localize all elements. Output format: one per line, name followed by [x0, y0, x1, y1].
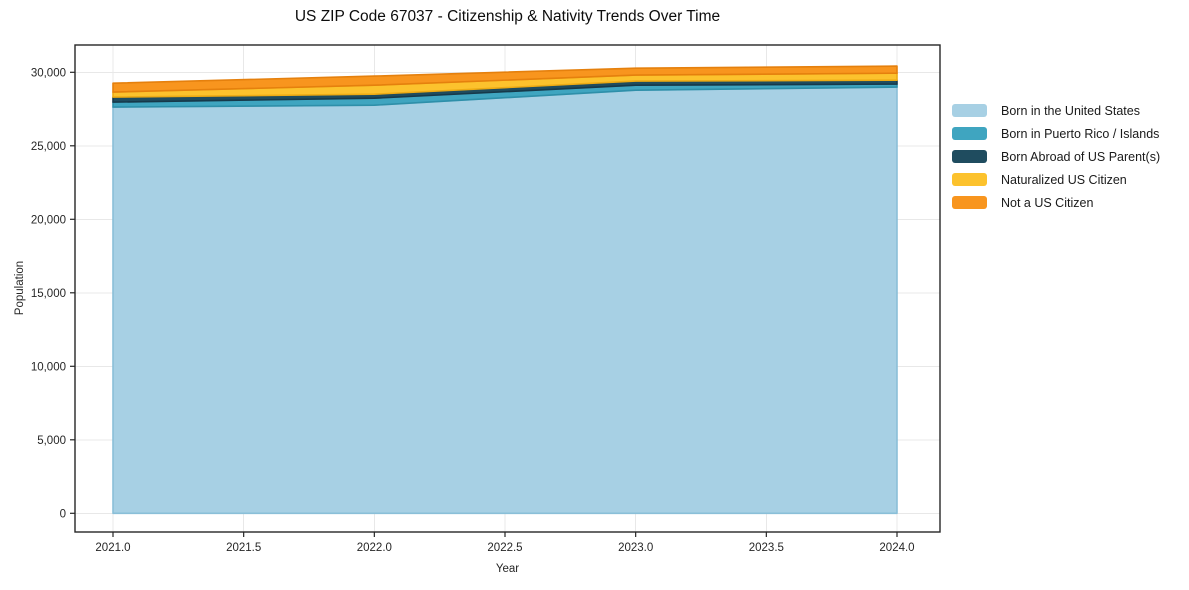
- y-tick-label: 25,000: [31, 141, 66, 153]
- area-band-series-4: [112, 65, 898, 93]
- y-tick-label: 10,000: [31, 361, 66, 373]
- y-tick-label: 20,000: [31, 214, 66, 226]
- y-tick-label: 0: [60, 508, 66, 520]
- y-tick-label: 30,000: [31, 67, 66, 79]
- legend-item: Naturalized US Citizen: [952, 172, 1160, 187]
- legend-swatch-puerto-rico: [952, 127, 987, 140]
- legend-item: Not a US Citizen: [952, 195, 1160, 210]
- legend-item: Born in the United States: [952, 103, 1160, 118]
- x-tick-label: 2023.0: [618, 542, 653, 554]
- legend-label: Naturalized US Citizen: [1001, 172, 1127, 187]
- legend-swatch-born-abroad: [952, 150, 987, 163]
- plot-spines: [74, 44, 941, 533]
- legend-label: Born Abroad of US Parent(s): [1001, 149, 1161, 164]
- legend-swatch-not-citizen: [952, 196, 987, 209]
- legend-swatch-naturalized: [952, 173, 987, 186]
- x-tick-label: 2022.0: [357, 542, 392, 554]
- y-axis-label: Population: [14, 260, 26, 316]
- area-band-series-0: [112, 86, 898, 515]
- legend-label: Born in the United States: [1001, 103, 1140, 118]
- legend-item: Born Abroad of US Parent(s): [952, 149, 1161, 164]
- legend: Born in the United States Born in Puerto…: [952, 104, 1160, 219]
- y-tick-label: 5,000: [37, 435, 66, 447]
- y-tick-label: 15,000: [31, 288, 66, 300]
- x-tick-label: 2023.5: [749, 542, 784, 554]
- legend-label: Not a US Citizen: [1001, 195, 1094, 210]
- legend-label: Born in Puerto Rico / Islands: [1001, 126, 1160, 141]
- legend-swatch-born-us: [952, 104, 987, 117]
- x-tick-label: 2024.0: [879, 542, 914, 554]
- legend-item: Born in Puerto Rico / Islands: [952, 126, 1160, 141]
- x-axis-label: Year: [495, 563, 520, 575]
- x-tick-label: 2022.5: [487, 542, 522, 554]
- x-tick-label: 2021.5: [226, 542, 261, 554]
- chart-title: US ZIP Code 67037 - Citizenship & Nativi…: [294, 8, 721, 25]
- x-tick-label: 2021.0: [95, 542, 130, 554]
